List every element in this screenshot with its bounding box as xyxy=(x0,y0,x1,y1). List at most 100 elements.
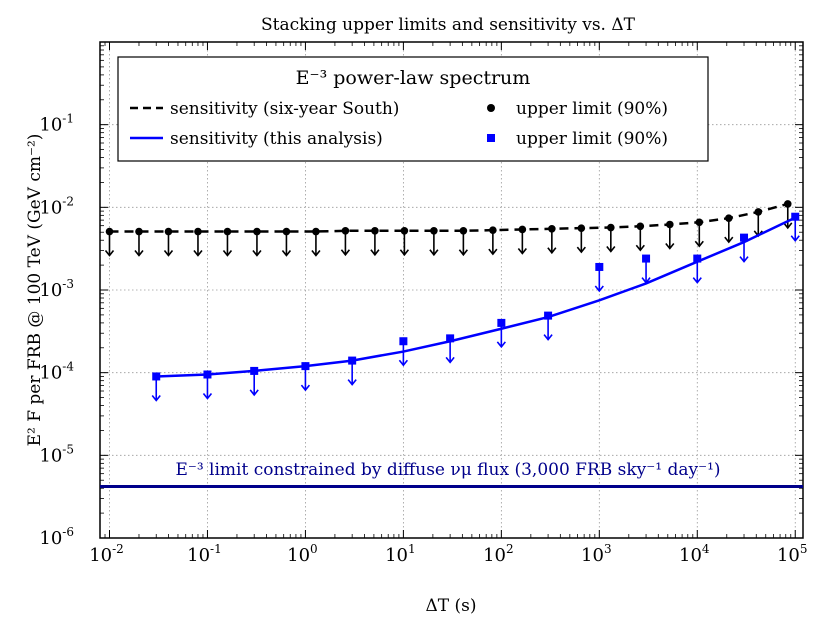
upper-limit-black-arrow-head xyxy=(635,244,645,252)
y-tick-label: 10-1 xyxy=(39,112,74,136)
upper-limit-blue-point xyxy=(497,318,506,327)
sensitivity-this-analysis-line xyxy=(156,216,796,378)
upper-limit-blue-arrow-head xyxy=(739,256,749,263)
upper-limit-black-point xyxy=(253,227,261,236)
x-tick-label: 105 xyxy=(777,542,808,566)
x-tick-label: 102 xyxy=(483,542,514,566)
upper-limit-black-point xyxy=(695,218,704,227)
upper-limit-black-arrow-head xyxy=(340,249,351,257)
y-tick-label: 10-5 xyxy=(39,442,74,466)
upper-limit-black-point xyxy=(548,224,556,233)
upper-limit-blue-point xyxy=(203,370,212,379)
upper-limit-blue-arrow-head xyxy=(151,394,161,402)
upper-limit-black-arrow-head xyxy=(163,250,174,257)
upper-limit-blue-arrow-head xyxy=(543,334,553,341)
upper-limit-blue-arrow-head xyxy=(398,359,409,367)
legend: E⁻³ power-law spectrum sensitivity (six-… xyxy=(117,56,709,162)
upper-limit-blue-point xyxy=(348,356,357,365)
upper-limit-black-point xyxy=(223,227,232,236)
legend-label-this-analysis: sensitivity (this analysis) xyxy=(170,129,383,149)
upper-limit-black-point xyxy=(783,200,792,208)
upper-limit-blue-arrow-head xyxy=(249,389,259,397)
upper-limit-black-point xyxy=(341,227,350,235)
upper-limit-blue-arrow-head xyxy=(445,356,455,364)
upper-limit-blue-point xyxy=(301,362,310,371)
upper-limit-black-point xyxy=(754,208,763,216)
upper-limit-blue-arrow-head xyxy=(347,379,357,386)
upper-limit-black-arrow-head xyxy=(222,250,233,257)
upper-limit-black-arrow-head xyxy=(665,242,675,250)
upper-limit-black-point xyxy=(194,227,202,236)
upper-limit-blue-point xyxy=(446,334,455,343)
upper-limit-blue-point xyxy=(791,212,800,221)
upper-limit-blue-arrow-head xyxy=(300,384,311,392)
ticks: 10-2 10-1 100 101 102 103 104 105 10-6 10-5 10-4 10… xyxy=(39,42,808,566)
y-tick-label: 10-6 xyxy=(39,525,74,549)
upper-limit-black-point xyxy=(371,227,379,235)
upper-limit-blue-arrow-head xyxy=(202,393,213,400)
upper-limit-black-point xyxy=(636,222,645,231)
upper-limit-blue-arrow-head xyxy=(641,277,651,284)
x-tick-label: 104 xyxy=(679,542,710,566)
y-axis-label: E² F per FRB @ 100 TeV (GeV cm⁻²) xyxy=(25,134,45,447)
upper-limit-black-point xyxy=(282,227,291,236)
upper-limit-black-arrow-head xyxy=(576,246,586,254)
upper-limit-blue-point xyxy=(693,254,702,263)
upper-limit-black-arrow-head xyxy=(281,250,292,257)
upper-limit-blue-point xyxy=(642,254,651,263)
upper-limit-blue-point xyxy=(399,337,408,346)
upper-limit-black-arrow-head xyxy=(134,250,144,257)
upper-limit-black-arrow-head xyxy=(783,222,793,230)
x-tick-label: 10-2 xyxy=(89,542,124,566)
legend-label-upper-limit-black: upper limit (90%) xyxy=(516,99,668,119)
upper-limit-black-point xyxy=(105,227,114,236)
legend-label-upper-limit-blue: upper limit (90%) xyxy=(516,129,668,149)
y-tick-label: 10-4 xyxy=(39,360,74,384)
upper-limit-black-point xyxy=(666,220,674,229)
legend-swatch-circle xyxy=(487,104,495,112)
upper-limit-black-arrow-head xyxy=(399,249,410,257)
upper-limit-black-point xyxy=(459,227,468,235)
upper-limit-black-arrow-head xyxy=(429,249,439,257)
upper-limit-black-arrow-head xyxy=(458,249,469,257)
legend-swatch-square xyxy=(487,134,495,142)
upper-limit-black-point xyxy=(164,227,173,236)
upper-limit-black-point xyxy=(489,226,497,234)
upper-limit-black-point xyxy=(430,227,438,235)
upper-limit-blue-point xyxy=(152,372,161,381)
upper-limit-black-arrow-head xyxy=(311,250,321,257)
upper-limit-black-point xyxy=(518,225,527,234)
upper-limit-black-arrow-head xyxy=(724,236,734,244)
x-tick-label: 101 xyxy=(385,542,416,566)
upper-limit-blue-point xyxy=(740,233,749,242)
upper-limit-blue-arrow-head xyxy=(496,341,506,349)
upper-limit-black-arrow-head xyxy=(517,247,527,255)
upper-limit-black-point xyxy=(724,214,733,222)
y-tick-label: 10-3 xyxy=(39,277,74,301)
legend-box xyxy=(117,56,709,162)
upper-limit-black-arrow-head xyxy=(606,246,616,253)
upper-limit-blue-arrow-head xyxy=(790,235,800,242)
upper-limit-black-arrow-head xyxy=(488,248,498,256)
sensitivity-six-year-line xyxy=(109,199,796,233)
x-tick-label: 103 xyxy=(581,542,612,566)
y-tick-label: 10-2 xyxy=(39,194,74,218)
upper-limit-blue-point xyxy=(544,311,553,320)
legend-title: E⁻³ power-law spectrum xyxy=(296,67,531,89)
upper-limit-black-point xyxy=(577,224,586,232)
x-axis-label: ΔT (s) xyxy=(425,596,476,616)
upper-limit-black-arrow-head xyxy=(104,250,115,257)
x-tick-label: 100 xyxy=(287,542,318,566)
upper-limit-blue-point xyxy=(250,366,259,375)
upper-limit-black-point xyxy=(400,227,409,235)
upper-limit-blue-point xyxy=(595,262,604,271)
upper-limit-black-arrow-head xyxy=(370,249,380,257)
upper-limit-black-arrow-head xyxy=(252,250,262,257)
diffuse-limit-annotation: E⁻³ limit constrained by diffuse νμ flux… xyxy=(175,460,720,480)
legend-label-six-year: sensitivity (six-year South) xyxy=(170,99,399,119)
upper-limit-black-arrow-head xyxy=(694,240,704,248)
upper-limit-black-arrow-head xyxy=(193,250,203,257)
upper-limit-blue-arrow-head xyxy=(594,285,604,293)
upper-limit-black-point xyxy=(607,223,615,232)
